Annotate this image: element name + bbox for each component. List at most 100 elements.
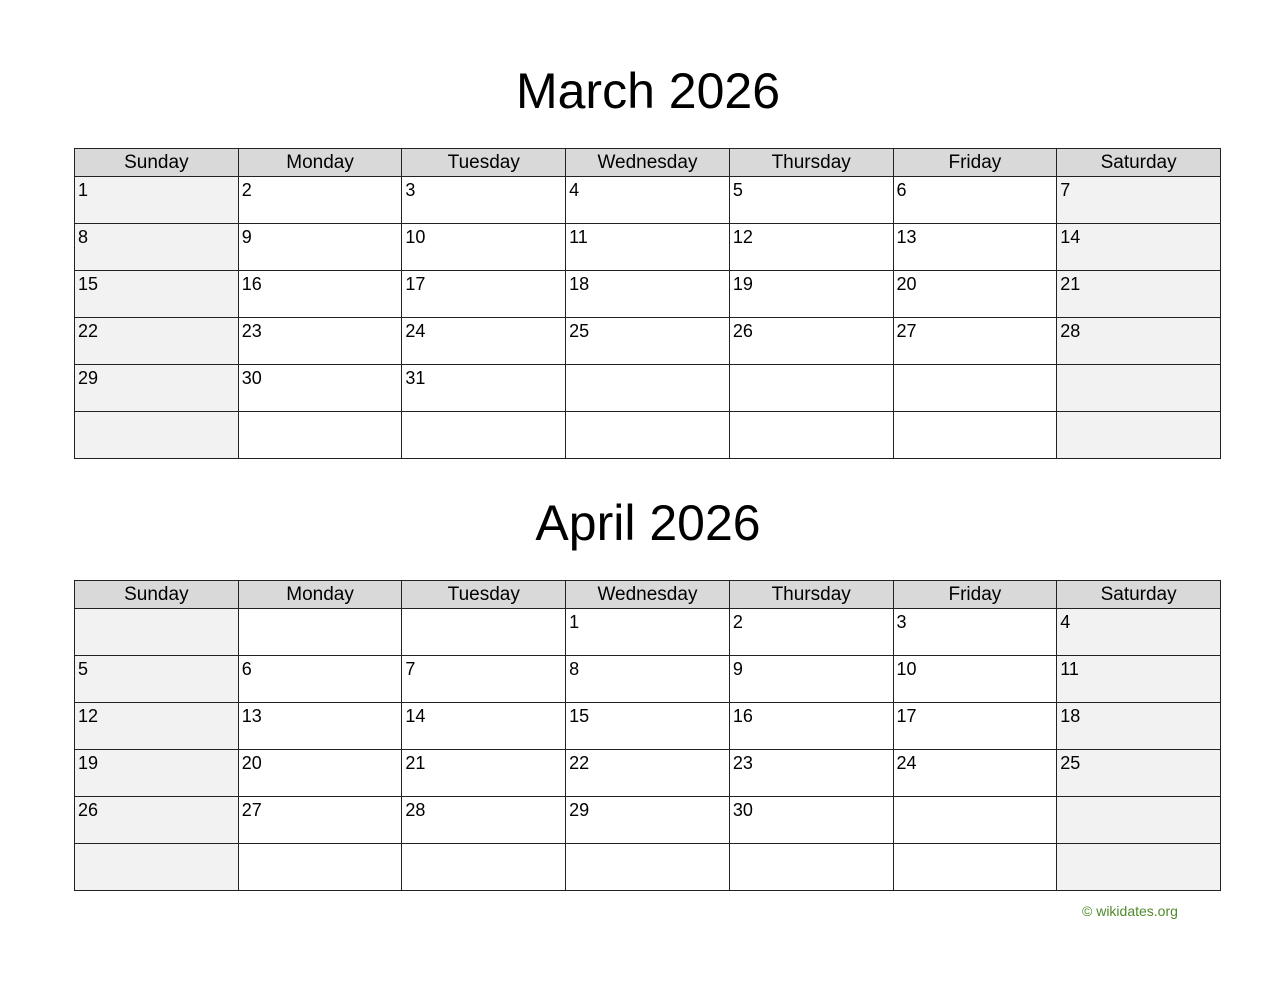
- calendar-april: Sunday Monday Tuesday Wednesday Thursday Frid…: [74, 580, 1221, 891]
- day-cell: 30: [237, 364, 403, 412]
- day-cell: 1: [565, 608, 730, 656]
- day-cell: 13: [237, 702, 403, 750]
- day-cell: 13: [892, 223, 1058, 271]
- weekday-header: Monday: [237, 148, 403, 177]
- day-cell: [1056, 796, 1221, 844]
- week-row: [74, 411, 1221, 459]
- day-cell: 6: [892, 176, 1058, 224]
- day-cell: [1056, 364, 1221, 412]
- month-title-april: April 2026: [535, 495, 761, 551]
- copyright-link[interactable]: © wikidates.org: [1082, 903, 1178, 919]
- day-cell: 25: [565, 317, 730, 365]
- day-cell: 9: [728, 655, 894, 703]
- day-cell: 10: [892, 655, 1058, 703]
- day-cell: 9: [237, 223, 403, 271]
- weekday-header: Tuesday: [401, 580, 567, 609]
- day-cell: [728, 411, 894, 459]
- day-cell: 16: [237, 270, 403, 318]
- day-cell: [892, 796, 1058, 844]
- day-cell: 28: [401, 796, 567, 844]
- day-cell: 26: [74, 796, 239, 844]
- day-cell: [237, 411, 403, 459]
- week-row: 19 20 21 22 23 24 25: [74, 749, 1221, 797]
- day-cell: 8: [74, 223, 239, 271]
- day-cell: [892, 843, 1058, 891]
- day-cell: 25: [1056, 749, 1221, 797]
- day-cell: 3: [401, 176, 567, 224]
- day-cell: 1: [74, 176, 239, 224]
- weekday-header: Thursday: [728, 580, 894, 609]
- day-cell: 21: [401, 749, 567, 797]
- day-cell: [237, 843, 403, 891]
- day-cell: 10: [401, 223, 567, 271]
- week-row: 29 30 31: [74, 364, 1221, 412]
- day-cell: 19: [74, 749, 239, 797]
- weekday-header-row: Sunday Monday Tuesday Wednesday Thursday Frid…: [74, 148, 1221, 177]
- day-cell: [74, 608, 239, 656]
- day-cell: 6: [237, 655, 403, 703]
- weekday-header: Thursday: [728, 148, 894, 177]
- day-cell: 7: [401, 655, 567, 703]
- day-cell: 20: [237, 749, 403, 797]
- weekday-header: Saturday: [1056, 580, 1221, 609]
- day-cell: 30: [728, 796, 894, 844]
- day-cell: 16: [728, 702, 894, 750]
- week-row: 12 13 14 15 16 17 18: [74, 702, 1221, 750]
- day-cell: 15: [565, 702, 730, 750]
- day-cell: 4: [565, 176, 730, 224]
- day-cell: 28: [1056, 317, 1221, 365]
- day-cell: 8: [565, 655, 730, 703]
- day-cell: 3: [892, 608, 1058, 656]
- day-cell: [401, 608, 567, 656]
- day-cell: [1056, 843, 1221, 891]
- day-cell: [74, 411, 239, 459]
- day-cell: 17: [401, 270, 567, 318]
- weekday-header: Sunday: [74, 148, 239, 177]
- day-cell: 29: [74, 364, 239, 412]
- day-cell: 12: [74, 702, 239, 750]
- day-cell: 23: [728, 749, 894, 797]
- week-row: 15 16 17 18 19 20 21: [74, 270, 1221, 318]
- day-cell: 18: [565, 270, 730, 318]
- day-cell: 11: [1056, 655, 1221, 703]
- day-cell: [892, 411, 1058, 459]
- week-row: 22 23 24 25 26 27 28: [74, 317, 1221, 365]
- weekday-header: Wednesday: [565, 580, 730, 609]
- day-cell: 17: [892, 702, 1058, 750]
- day-cell: [401, 843, 567, 891]
- day-cell: 5: [728, 176, 894, 224]
- week-row: 8 9 10 11 12 13 14: [74, 223, 1221, 271]
- weekday-header: Friday: [892, 148, 1058, 177]
- day-cell: 7: [1056, 176, 1221, 224]
- weekday-header: Wednesday: [565, 148, 730, 177]
- day-cell: 26: [728, 317, 894, 365]
- day-cell: [565, 843, 730, 891]
- week-row: 26 27 28 29 30: [74, 796, 1221, 844]
- day-cell: 2: [237, 176, 403, 224]
- day-cell: 18: [1056, 702, 1221, 750]
- day-cell: [74, 843, 239, 891]
- day-cell: 21: [1056, 270, 1221, 318]
- month-title-march: March 2026: [515, 63, 781, 119]
- day-cell: 12: [728, 223, 894, 271]
- day-cell: 19: [728, 270, 894, 318]
- day-cell: 20: [892, 270, 1058, 318]
- day-cell: [728, 843, 894, 891]
- day-cell: [401, 411, 567, 459]
- day-cell: 2: [728, 608, 894, 656]
- day-cell: 23: [237, 317, 403, 365]
- day-cell: [565, 411, 730, 459]
- weekday-header: Friday: [892, 580, 1058, 609]
- calendar-march: Sunday Monday Tuesday Wednesday Thursday Frid…: [74, 148, 1221, 459]
- day-cell: [565, 364, 730, 412]
- day-cell: 27: [237, 796, 403, 844]
- weekday-header-row: Sunday Monday Tuesday Wednesday Thursday Frid…: [74, 580, 1221, 609]
- week-row: 5 6 7 8 9 10 11: [74, 655, 1221, 703]
- day-cell: 15: [74, 270, 239, 318]
- day-cell: 24: [401, 317, 567, 365]
- weekday-header: Sunday: [74, 580, 239, 609]
- day-cell: 29: [565, 796, 730, 844]
- day-cell: [1056, 411, 1221, 459]
- day-cell: [728, 364, 894, 412]
